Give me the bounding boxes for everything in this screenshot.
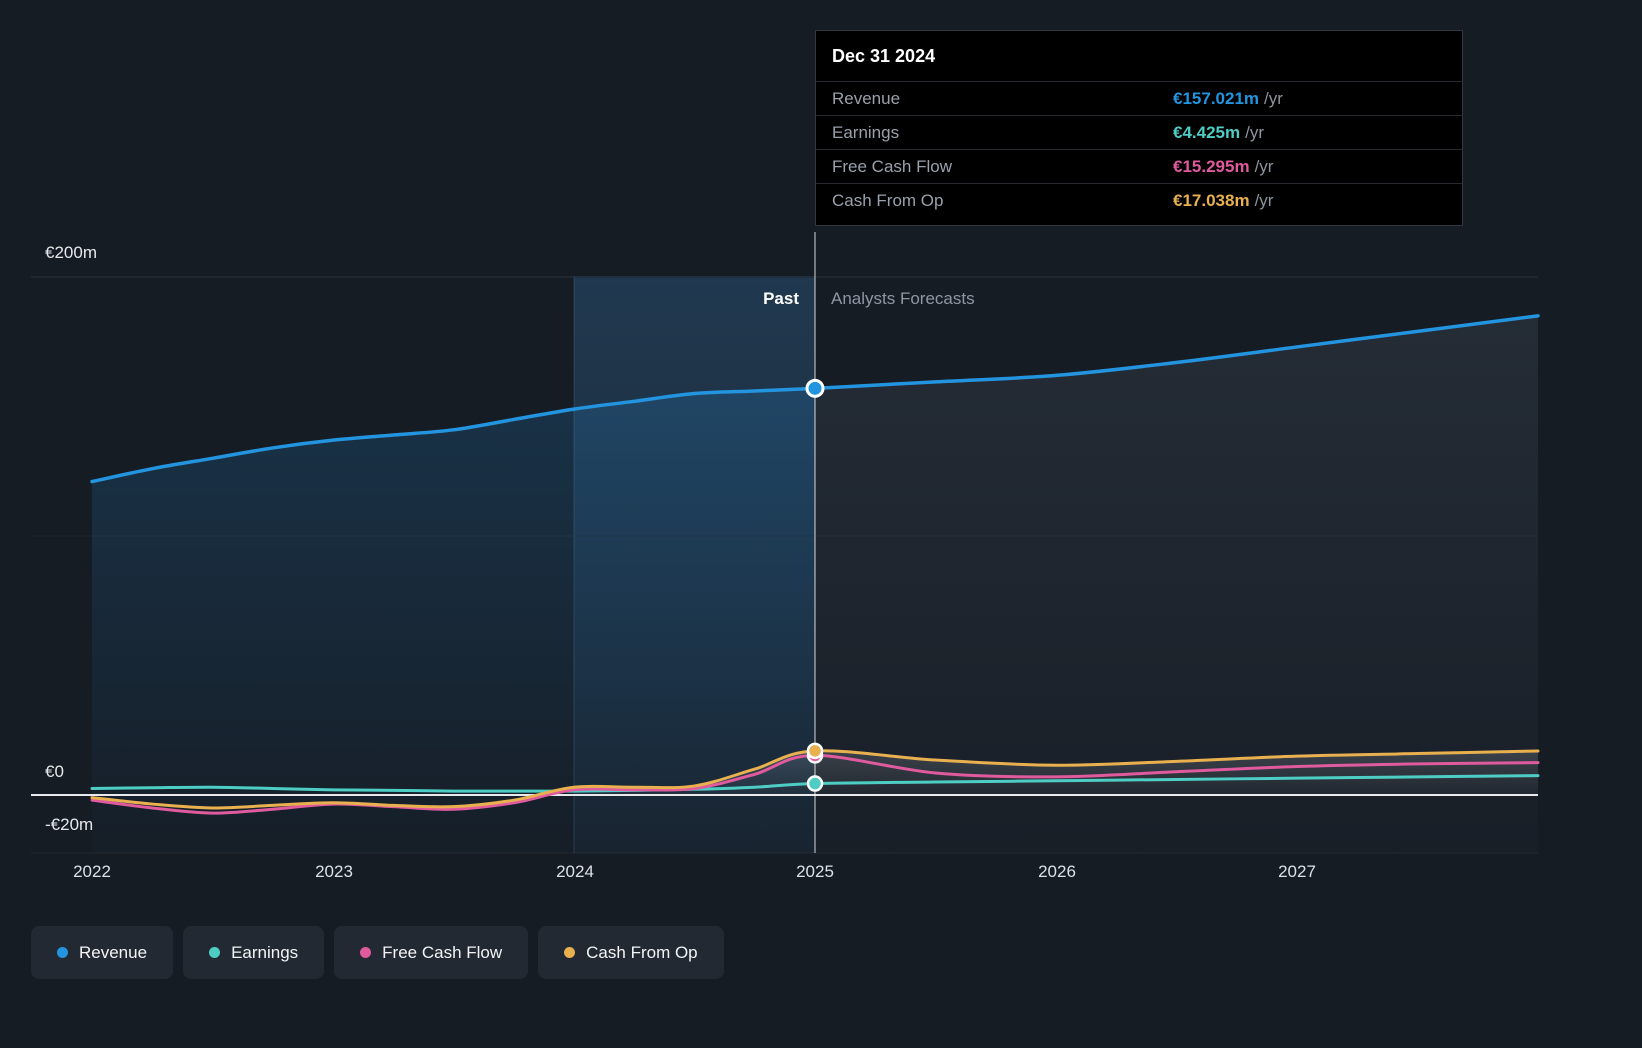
tooltip-unit: /yr [1254,156,1274,176]
legend-item-revenue[interactable]: Revenue [31,926,174,979]
legend-label: Cash From Op [586,942,698,962]
legend-item-free-cash-flow[interactable]: Free Cash Flow [334,926,529,979]
x-axis-label-2027: 2027 [1278,862,1316,881]
x-axis-label-2023: 2023 [315,862,353,881]
y-axis-label-0: €0 [45,762,64,781]
revenue-dot-icon [57,947,68,958]
tooltip-label: Free Cash Flow [832,156,952,176]
tooltip-unit: /yr [1264,88,1283,108]
tooltip-value: €17.038m [1173,190,1250,210]
data-tooltip: Dec 31 2024 Revenue €157.021m /yr Earnin… [815,30,1463,226]
chart-legend: Revenue Earnings Free Cash Flow Cash Fro… [31,926,724,979]
legend-label: Earnings [231,942,299,962]
tooltip-value: €15.295m [1173,156,1250,176]
y-axis-label-200m: €200m [45,243,97,262]
tooltip-value: €157.021m [1173,88,1260,108]
tooltip-unit: /yr [1254,190,1274,210]
legend-label: Revenue [79,942,148,962]
past-section-label: Past [763,289,799,308]
x-axis-label-2024: 2024 [556,862,594,881]
legend-label: Free Cash Flow [382,942,503,962]
tooltip-row-earnings: Earnings €4.425m /yr [816,115,1462,149]
tooltip-value: €4.425m [1173,122,1241,142]
x-axis-label-2025: 2025 [796,862,834,881]
tooltip-row-cash-from-op: Cash From Op €17.038m /yr [816,183,1462,217]
cash-from-op-dot-icon [564,947,576,958]
legend-item-cash-from-op[interactable]: Cash From Op [538,926,724,979]
tooltip-row-revenue: Revenue €157.021m /yr [816,81,1462,115]
tooltip-label: Revenue [832,88,901,108]
tooltip-date: Dec 31 2024 [832,46,936,66]
tooltip-label: Earnings [832,122,900,142]
x-axis-label-2022: 2022 [73,862,111,881]
tooltip-label: Cash From Op [832,190,944,210]
x-axis-label-2026: 2026 [1038,862,1076,881]
y-axis-label-neg20m: -€20m [45,815,94,834]
earnings-dot-icon [209,947,221,958]
tooltip-row-free-cash-flow: Free Cash Flow €15.295m /yr [816,149,1462,183]
tooltip-unit: /yr [1245,122,1265,142]
legend-item-earnings[interactable]: Earnings [183,926,325,979]
free-cash-flow-dot-icon [360,947,372,958]
forecast-section-label: Analysts Forecasts [831,289,975,308]
